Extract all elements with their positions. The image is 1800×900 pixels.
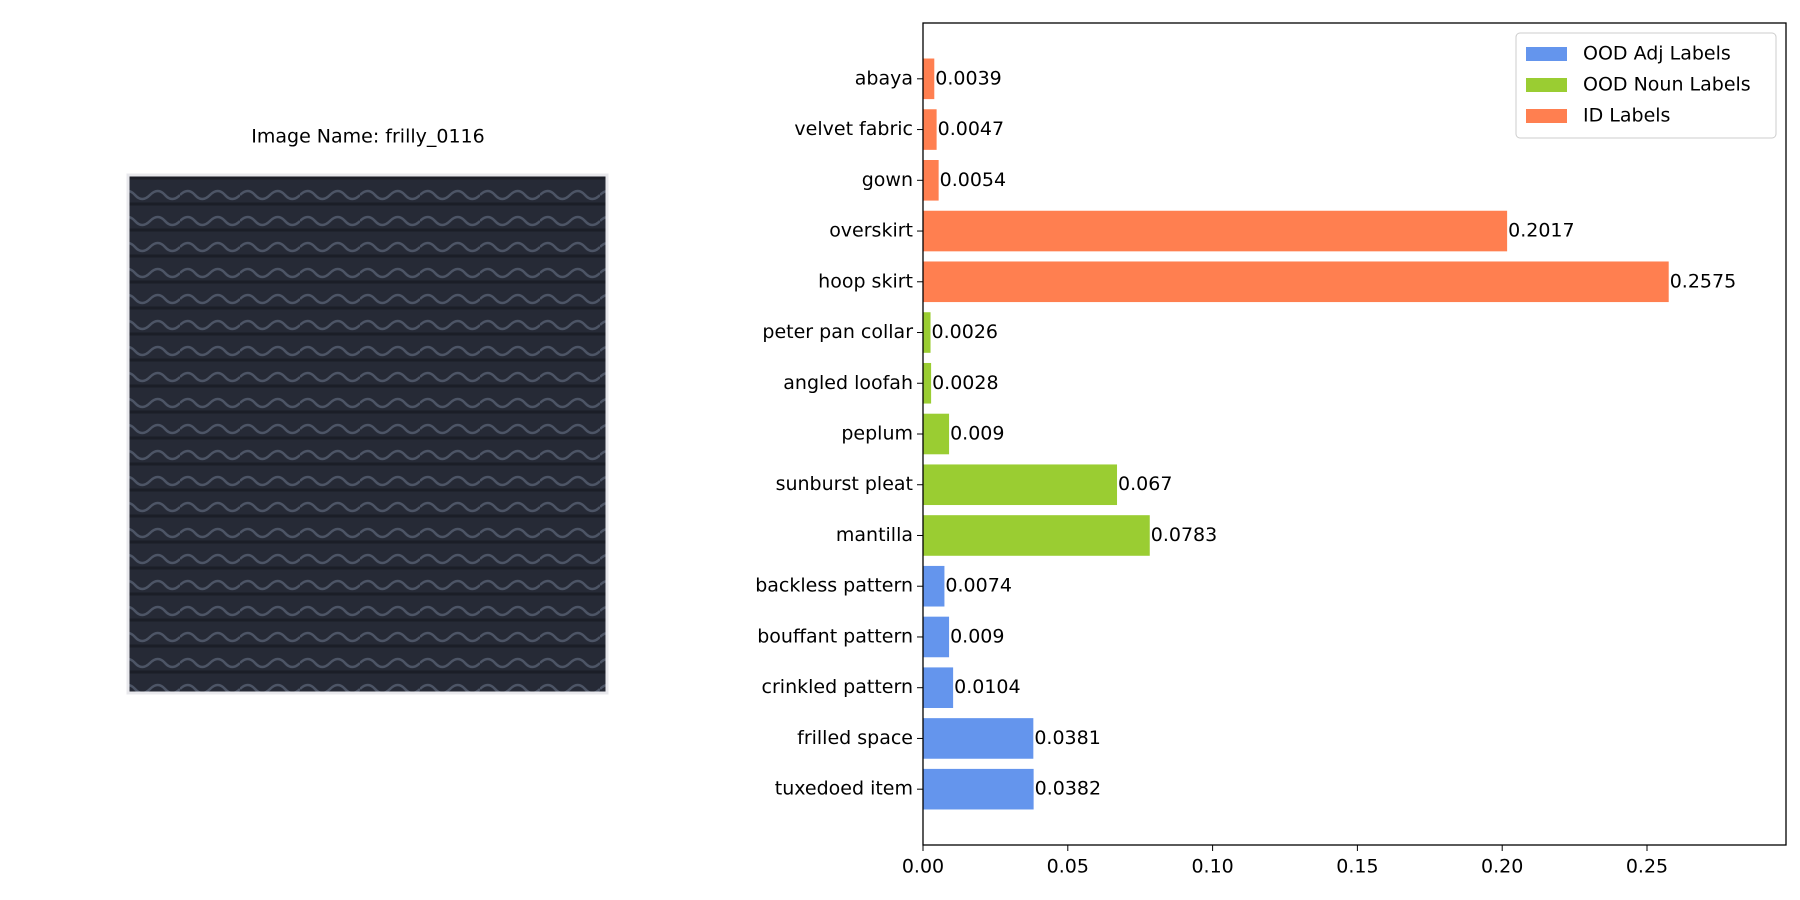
y-tick-label: gown bbox=[862, 169, 913, 191]
bar bbox=[923, 768, 1034, 810]
value-label: 0.009 bbox=[950, 423, 1004, 445]
bar bbox=[923, 413, 950, 455]
value-label: 0.2017 bbox=[1508, 220, 1574, 242]
x-tick-label: 0.00 bbox=[902, 856, 944, 878]
value-label: 0.0028 bbox=[932, 372, 998, 394]
axes-frame bbox=[922, 22, 1787, 846]
value-label: 0.0104 bbox=[954, 676, 1020, 698]
legend-swatch bbox=[1526, 78, 1567, 92]
legend-swatch bbox=[1526, 47, 1567, 61]
value-label: 0.0381 bbox=[1034, 727, 1100, 749]
bar bbox=[923, 515, 1150, 556]
image-title: Image Name: frilly_0116 bbox=[251, 126, 484, 148]
y-tick-label: mantilla bbox=[836, 524, 913, 546]
value-label: 0.0047 bbox=[938, 118, 1004, 140]
photo bbox=[128, 175, 607, 693]
bar bbox=[923, 667, 954, 708]
bar bbox=[923, 160, 939, 201]
value-label: 0.0054 bbox=[940, 169, 1006, 191]
legend: OOD Adj Labels OOD Noun Labels ID Labels bbox=[1515, 32, 1777, 139]
y-tick-label: velvet fabric bbox=[794, 118, 913, 140]
bar bbox=[923, 109, 937, 150]
y-tick-label: bouffant pattern bbox=[757, 625, 913, 647]
y-tick-label: frilled space bbox=[797, 727, 913, 749]
x-tick-label: 0.20 bbox=[1481, 856, 1523, 878]
bar bbox=[923, 616, 950, 658]
y-tick-label: abaya bbox=[855, 67, 913, 89]
y-tick-label: peter pan collar bbox=[762, 321, 913, 343]
legend-label: OOD Noun Labels bbox=[1583, 74, 1751, 96]
value-label: 0.009 bbox=[950, 625, 1004, 647]
y-tick-label: peplum bbox=[841, 423, 913, 445]
bar bbox=[923, 362, 932, 404]
y-tick-label: tuxedoed item bbox=[775, 778, 913, 800]
bar bbox=[923, 565, 945, 607]
photo-edge bbox=[126, 173, 609, 695]
bar bbox=[923, 464, 1118, 506]
x-tick-label: 0.05 bbox=[1047, 856, 1089, 878]
y-tick-label: angled loofah bbox=[783, 372, 913, 394]
x-tick-label: 0.10 bbox=[1191, 856, 1233, 878]
value-label: 0.0039 bbox=[935, 67, 1001, 89]
value-label: 0.067 bbox=[1118, 473, 1172, 495]
value-label: 0.0382 bbox=[1035, 778, 1101, 800]
legend-label: ID Labels bbox=[1583, 105, 1670, 127]
x-tick-label: 0.15 bbox=[1336, 856, 1378, 878]
bar bbox=[923, 210, 1508, 252]
y-tick-label: sunburst pleat bbox=[776, 473, 913, 495]
y-tick-label: hoop skirt bbox=[818, 270, 913, 292]
value-label: 0.0783 bbox=[1151, 524, 1217, 546]
bar bbox=[923, 261, 1669, 303]
y-tick-label: backless pattern bbox=[755, 575, 913, 597]
bar bbox=[923, 58, 935, 100]
bar bbox=[923, 718, 1034, 759]
value-label: 0.2575 bbox=[1670, 270, 1736, 292]
bar bbox=[923, 312, 931, 353]
legend-label: OOD Adj Labels bbox=[1583, 43, 1731, 65]
legend-swatch bbox=[1526, 109, 1567, 123]
legend-frame bbox=[1515, 32, 1777, 139]
value-label: 0.0074 bbox=[945, 575, 1011, 597]
value-label: 0.0026 bbox=[932, 321, 998, 343]
chart: abaya velvet fabric gown overskirt hoop skir… bbox=[755, 22, 1787, 878]
x-tick-label: 0.25 bbox=[1626, 856, 1668, 878]
y-tick-label: overskirt bbox=[829, 220, 913, 242]
y-tick-label: crinkled pattern bbox=[762, 676, 913, 698]
